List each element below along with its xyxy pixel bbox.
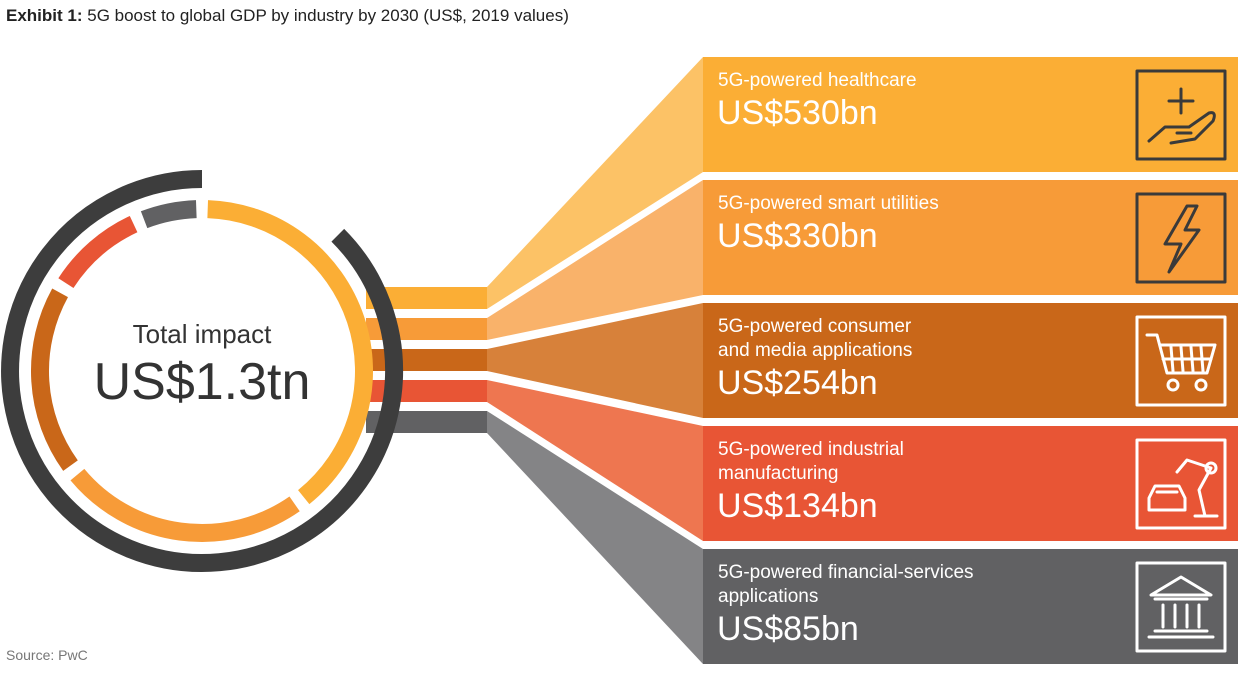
industry-value: US$530bn bbox=[717, 94, 878, 132]
industry-label: 5G-powered financial-services bbox=[718, 562, 974, 583]
industry-label: 5G-powered consumer bbox=[718, 316, 912, 337]
industry-label: manufacturing bbox=[718, 463, 838, 484]
industry-value: US$134bn bbox=[717, 487, 878, 525]
shopping-cart-icon bbox=[1135, 315, 1227, 407]
title-exhibit-label: Exhibit 1: bbox=[6, 6, 83, 25]
ring-segment bbox=[140, 200, 197, 229]
connector-stub bbox=[366, 287, 487, 309]
ring-segment bbox=[207, 200, 373, 505]
connector-fan bbox=[487, 57, 703, 309]
industry-value: US$330bn bbox=[717, 217, 878, 255]
center-value: US$1.3tn bbox=[94, 353, 311, 411]
robot-arm-car-icon bbox=[1135, 438, 1227, 530]
industry-panels: 5G-powered healthcareUS$530bn5G-powered … bbox=[703, 57, 1238, 664]
industry-label: applications bbox=[718, 586, 818, 607]
bank-building-icon bbox=[1135, 561, 1227, 653]
industry-value: US$254bn bbox=[717, 364, 878, 402]
connector-stub bbox=[366, 349, 487, 371]
industry-panel-background bbox=[703, 549, 1238, 664]
center-label: Total impact bbox=[133, 319, 272, 349]
industry-panel-background bbox=[703, 180, 1238, 295]
connector-fan bbox=[487, 303, 703, 418]
title-text: 5G boost to global GDP by industry by 20… bbox=[82, 6, 569, 25]
industry-panel-background bbox=[703, 426, 1238, 541]
ring-segment bbox=[70, 468, 300, 542]
hand-plus-icon bbox=[1135, 69, 1227, 161]
industry-value: US$85bn bbox=[717, 610, 859, 648]
industry-label: 5G-powered healthcare bbox=[718, 70, 917, 91]
industry-label: and media applications bbox=[718, 340, 912, 361]
connector-fans bbox=[487, 57, 703, 664]
page-title: Exhibit 1: 5G boost to global GDP by ind… bbox=[6, 6, 569, 26]
source-note: Source: PwC bbox=[6, 647, 88, 663]
lightning-icon bbox=[1135, 192, 1227, 284]
total-ring bbox=[1, 170, 404, 572]
industry-panel-background bbox=[703, 57, 1238, 172]
connector-fan bbox=[487, 380, 703, 541]
connector-fan bbox=[487, 411, 703, 664]
ring-inner-arcs bbox=[30, 200, 373, 542]
industry-panel-background bbox=[703, 303, 1238, 418]
ring-outer-arc bbox=[1, 170, 404, 572]
industry-panel: 5G-powered healthcare US$530bn bbox=[703, 57, 1238, 172]
industry-panel: 5G-powered smart utilities US$330bn bbox=[703, 180, 1238, 295]
connector-fan bbox=[487, 180, 703, 340]
ring-segment bbox=[58, 215, 138, 289]
ring-segment bbox=[30, 288, 78, 471]
industry-panel: 5G-powered financial-services application… bbox=[703, 549, 1238, 664]
industry-label: 5G-powered industrial bbox=[718, 439, 904, 460]
industry-panel: 5G-powered consumer and media application… bbox=[703, 303, 1238, 418]
industry-label: 5G-powered smart utilities bbox=[718, 193, 939, 214]
industry-panel: 5G-powered industrial manufacturing US$134… bbox=[703, 426, 1238, 541]
